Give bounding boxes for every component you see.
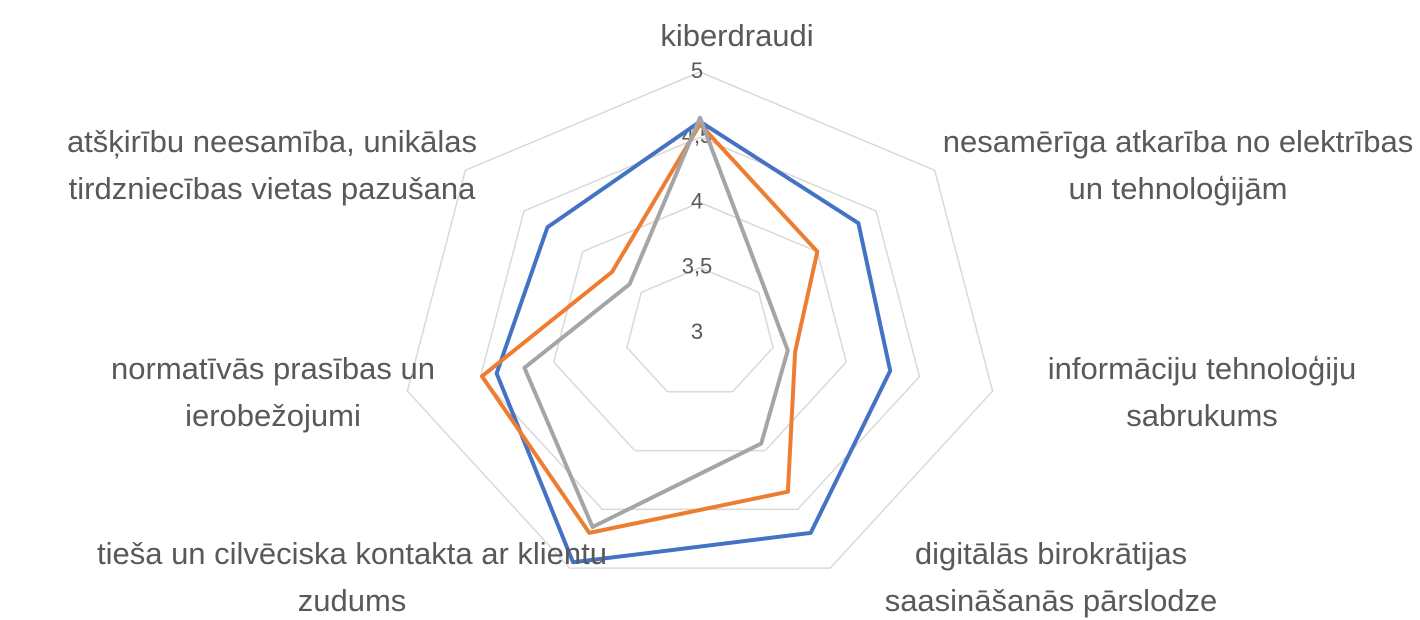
- category-label: nesamērīga atkarība no elektrības un teh…: [942, 124, 1414, 206]
- category-label: atšķirību neesamība, unikālas tirdzniecī…: [66, 124, 478, 206]
- grid-ring: [626, 266, 774, 393]
- category-label: informāciju tehnoloģiju sabrukums: [1047, 351, 1357, 433]
- y-tick-label: 4: [691, 188, 703, 213]
- category-label: tieša un cilvēciska kontakta ar klientu …: [96, 536, 608, 618]
- series-line: [494, 119, 893, 565]
- y-tick-label: 5: [691, 58, 703, 83]
- grid-ring: [552, 201, 848, 452]
- y-tick-label: 3: [691, 319, 703, 344]
- series-line: [479, 122, 820, 535]
- series-line: [522, 115, 790, 530]
- grid-ring: [406, 71, 994, 569]
- category-label: digitālās birokrātijas saasināšanās pārs…: [884, 536, 1218, 618]
- category-label: kiberdraudi: [660, 18, 814, 53]
- y-tick-label: 3,5: [682, 254, 713, 279]
- category-label: normatīvās prasības un ierobežojumi: [111, 351, 435, 433]
